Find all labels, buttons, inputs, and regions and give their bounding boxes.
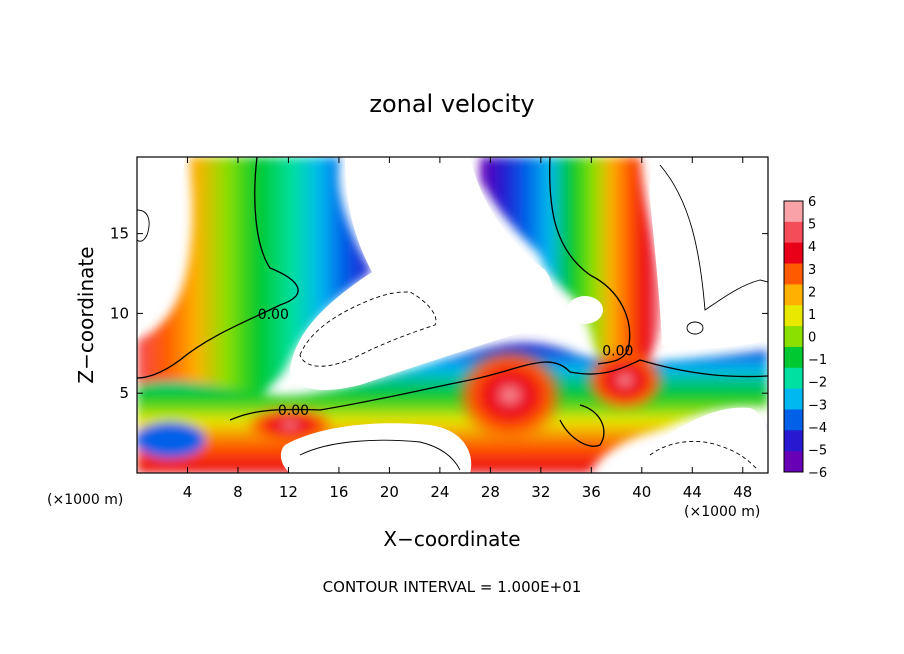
colorbar-frame: [783, 200, 804, 473]
field-cold-patch-left: [137, 422, 205, 458]
colorbar-swatch: [784, 346, 803, 369]
contour-label: 0.00: [258, 307, 289, 323]
contour-thin-loop: [686, 321, 704, 335]
contour-labels: 0.00 0.00 0.00: [258, 307, 634, 419]
x-tick-label: 4: [183, 483, 193, 501]
colorbar-tick-label: −2: [808, 376, 827, 391]
x-tick-label: 12: [279, 483, 298, 501]
contour-thin-lower: [299, 439, 461, 471]
colorbar-tick-label: 3: [808, 263, 816, 278]
y-tick-label: 15: [110, 225, 129, 243]
y-tick-label: 10: [110, 304, 129, 322]
colorbar-tick-label: −3: [808, 398, 827, 413]
chart-title: zonal velocity: [369, 90, 534, 118]
plot-frame: [136, 156, 769, 474]
x-tick-label: 48: [733, 483, 752, 501]
field-hotspot-center: [455, 347, 565, 443]
colorbar-swatch: [784, 409, 803, 431]
x-tick-label: 44: [683, 483, 702, 501]
contour-thin-upper-right: [659, 164, 768, 311]
white-region-left-edge: [137, 157, 185, 340]
colorbar-swatch: [784, 451, 803, 473]
contour-thin-upper-left: [137, 209, 150, 242]
x-tick-label: 28: [481, 483, 500, 501]
field-hotspot-right: [585, 348, 665, 412]
y-axis-label: Z−coordinate: [74, 246, 98, 383]
field-left-plume: [137, 157, 372, 432]
colorbar-swatch: [784, 388, 803, 410]
x-tick-label: 8: [233, 483, 243, 501]
x-tick-label: 32: [531, 483, 550, 501]
x-tick-label: 36: [582, 483, 601, 501]
colorbar-swatch: [784, 367, 803, 390]
contour-zero-bottom: [559, 404, 605, 447]
colorbar-tick-label: 1: [808, 308, 816, 323]
white-region-upper-right: [649, 157, 768, 349]
y-tick-label: 5: [119, 384, 129, 402]
contour-lines: [137, 157, 768, 471]
colorbar-tick-label: −5: [808, 443, 827, 458]
colorbar-swatch: [784, 430, 803, 452]
x-tick-label: 40: [632, 483, 651, 501]
colorbar-tick-label: 5: [808, 218, 816, 233]
x-tick-label: 16: [329, 483, 348, 501]
white-region-upper-mid: [290, 157, 554, 390]
colorbar-tick-label: 6: [808, 195, 816, 210]
white-region-lower-mid: [280, 423, 472, 473]
colorbar-tick-label: 0: [808, 331, 816, 346]
colorbar-swatch: [784, 305, 803, 327]
colorbar: 6 5 4 3 2 1 0 −1 −2 −3 −4 −5 −6: [783, 195, 827, 481]
contour-zero-left: [137, 157, 299, 379]
y-axis: 5 10 15: [110, 225, 768, 402]
white-region-lower-right: [620, 407, 768, 473]
x-tick-label: 20: [380, 483, 399, 501]
contour-dashed-lower-right: [649, 440, 759, 471]
x-unit-label-left: (×1000 m): [47, 492, 123, 508]
colorbar-tick-label: −4: [808, 421, 827, 436]
contour-zero-lower: [229, 359, 768, 421]
contour-interval-note: CONTOUR INTERVAL = 1.000E+01: [323, 578, 582, 596]
colorbar-swatch: [784, 221, 803, 244]
colorbar-swatch: [784, 242, 803, 265]
colorbar-tick-label: −6: [808, 466, 827, 481]
colorbar-swatch: [784, 201, 803, 223]
contour-dashed-upper: [299, 291, 437, 367]
plot-area: [136, 156, 769, 474]
colorbar-swatch: [784, 263, 803, 285]
contour-label: 0.00: [278, 403, 309, 419]
colorbar-swatch: [784, 284, 803, 306]
colorbar-swatch: [784, 326, 803, 348]
contour-zero-right: [549, 157, 631, 365]
x-axis: 4 8 12 16 20 24 28 32 36 40 44 48: [183, 157, 752, 501]
colorbar-tick-label: −1: [808, 353, 827, 368]
x-tick-label: 24: [430, 483, 449, 501]
x-axis-label: X−coordinate: [383, 527, 520, 551]
x-unit-label-right: (×1000 m): [684, 504, 760, 520]
colorbar-tick-label: 4: [808, 240, 816, 255]
contour-label: 0.00: [602, 344, 633, 360]
colorbar-tick-label: 2: [808, 285, 816, 300]
field-right-plume: [480, 157, 663, 372]
white-hole-right: [567, 296, 603, 324]
